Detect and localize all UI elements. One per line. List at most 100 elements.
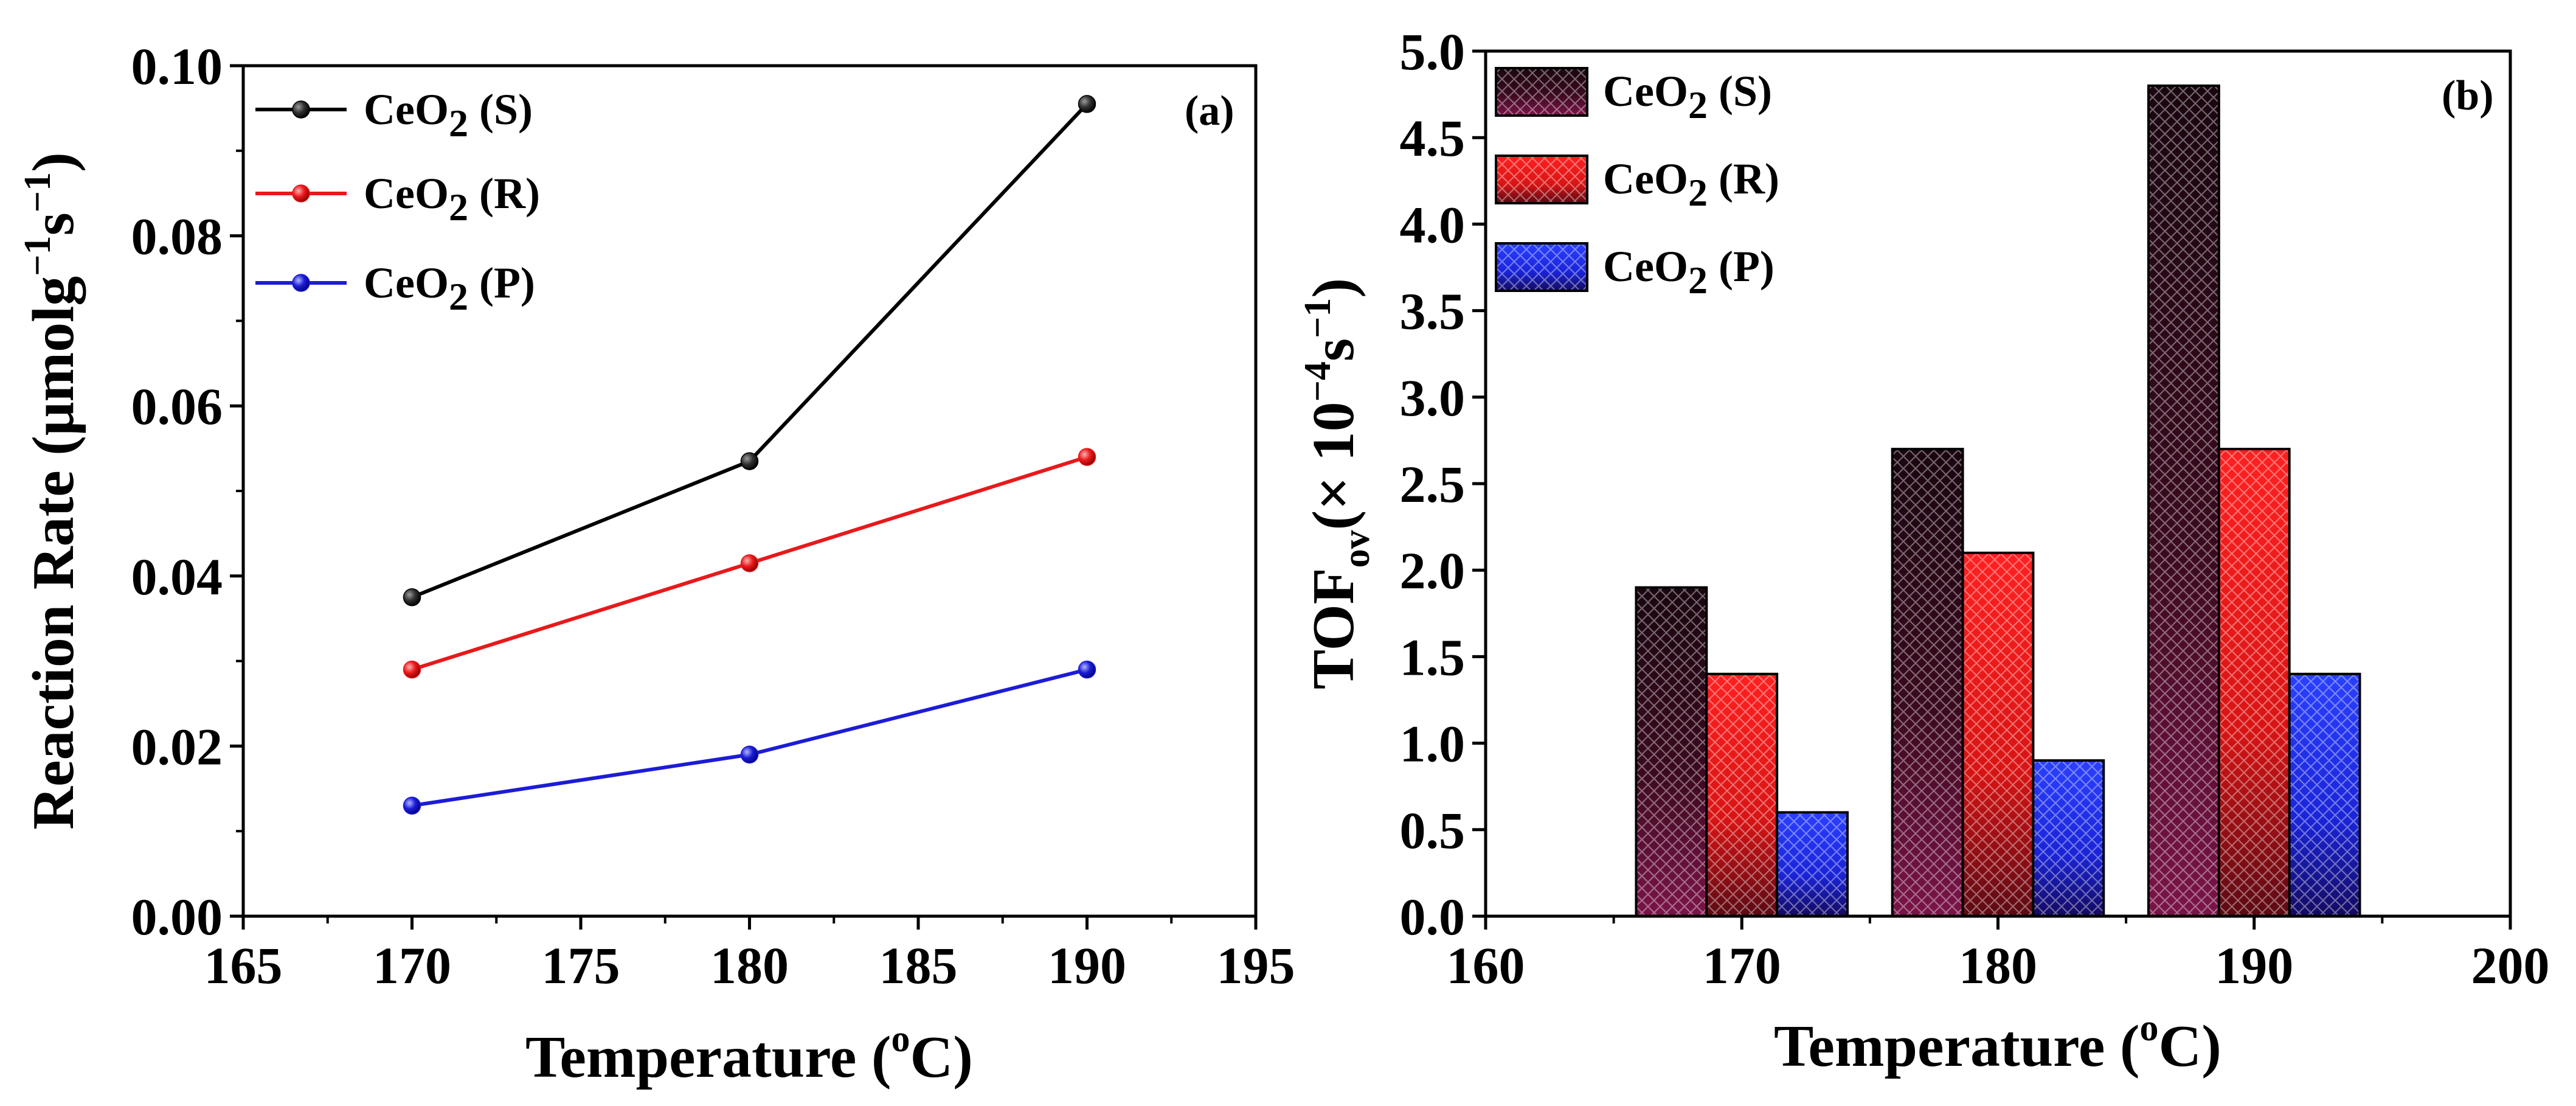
x-tick-label-a: 175 [542, 936, 620, 995]
legend-label-subscript: 2 [449, 275, 468, 318]
bar-180-1 [1961, 551, 2035, 917]
y-axis-title-a: Reaction Rate (μmolg−1s−1) [17, 152, 86, 830]
panel-label-b: (b) [2442, 72, 2494, 119]
legend-marker [292, 100, 310, 119]
y-axis-ticks-a: 0.00 0.02 0.04 0.06 0.08 0.10 [131, 37, 243, 946]
legend-label-subscript: 2 [449, 186, 468, 229]
legend-label-suffix: (S) [468, 85, 533, 134]
legend-entry-b-2: CeO2 (P) [1603, 242, 1774, 302]
x-tick-label-b: 200 [2471, 936, 2550, 995]
legend-label-suffix: (R) [468, 169, 540, 218]
legend-swatch [1495, 67, 1588, 117]
y-axis-ticks-b: 0.0 0.5 1.0 1.5 2.0 2.5 3.0 3.5 4.0 4.5 5.0 [1400, 23, 1486, 946]
bar-hatch [1705, 672, 1779, 917]
data-point-1-2 [1078, 448, 1096, 466]
x-tick-label-a: 190 [1048, 936, 1126, 995]
legend-entry-b-0: CeO2 (S) [1603, 67, 1772, 127]
y-tick-label-a: 0.10 [131, 37, 223, 96]
bar-180-2 [2032, 759, 2105, 918]
legend-label-main: CeO [1603, 67, 1688, 116]
y-tick-label-b: 0.5 [1400, 801, 1466, 860]
x-tick-label-b: 190 [2215, 936, 2293, 995]
y-tick-label-b: 2.5 [1400, 455, 1466, 513]
line-series-2 [412, 667, 1088, 808]
panel-label-a: (a) [1185, 88, 1234, 134]
x-tick-label-b: 170 [1703, 936, 1781, 995]
x-tick-label-b: 160 [1447, 936, 1525, 995]
legend-swatch-hatch [1495, 242, 1588, 292]
y-tick-label-a: 0.04 [131, 548, 223, 606]
y-tick-label-b: 1.5 [1400, 628, 1466, 686]
legend-entry-b-1: CeO2 (R) [1603, 155, 1779, 214]
legend-label-subscript: 2 [1688, 83, 1708, 127]
data-point-0-1 [740, 452, 759, 470]
legend-marker [292, 274, 310, 292]
legend-label-suffix: (R) [1708, 155, 1779, 203]
bar-180-0 [1891, 448, 1964, 917]
bar-170-1 [1705, 672, 1779, 917]
legend-a: CeO2 (S)CeO2 (R)CeO2 (P) [255, 85, 540, 318]
x-tick-label-a: 180 [710, 936, 789, 995]
x-tick-label-a: 185 [879, 936, 958, 995]
bar-190-0 [2147, 84, 2220, 917]
legend-entry-a-0: CeO2 (S) [364, 85, 533, 145]
bar-group [1635, 84, 2361, 918]
x-tick-label-b: 180 [1959, 936, 2037, 995]
legend-label-subscript: 2 [1688, 259, 1708, 302]
y-tick-label-b: 0.0 [1400, 888, 1466, 946]
y-tick-label-a: 0.02 [131, 717, 223, 776]
legend-label-main: CeO [364, 169, 449, 218]
y-tick-label-a: 0.08 [131, 207, 223, 266]
bar-hatch [2147, 84, 2220, 917]
bar-hatch [2217, 448, 2291, 917]
y-tick-label-a: 0.00 [131, 888, 223, 946]
bar-170-0 [1635, 586, 1708, 917]
legend-label-subscript: 2 [1688, 171, 1708, 214]
legend-label-main: CeO [364, 85, 449, 134]
x-tick-label-a: 165 [204, 936, 283, 995]
y-tick-label-b: 4.0 [1400, 195, 1466, 254]
data-point-2-1 [740, 745, 759, 764]
legend-label-suffix: (S) [1708, 67, 1772, 116]
legend-entry-a-2: CeO2 (P) [364, 259, 535, 318]
legend-swatch-hatch [1495, 67, 1588, 117]
y-axis-title-b: TOFov(× 10−4s−1) [1297, 278, 1377, 689]
bar-170-2 [1776, 811, 1849, 917]
bar-hatch [2288, 672, 2361, 917]
bar-hatch [1891, 448, 1964, 917]
y-tick-label-b: 2.0 [1400, 541, 1466, 600]
bar-chart-panel-b: 160 170 180 190 200 0.0 0.5 1.0 1.5 2.0 2.5 3.0 3.5… [1297, 23, 2550, 1079]
y-tick-label-b: 3.0 [1400, 369, 1466, 427]
x-axis-title-b: Temperature (oC) [1774, 1007, 2221, 1079]
legend-label-main: CeO [1603, 242, 1688, 291]
y-tick-label-a: 0.06 [131, 377, 223, 436]
data-point-1-1 [740, 554, 759, 572]
bar-190-2 [2288, 672, 2361, 917]
legend-label-subscript: 2 [449, 102, 468, 145]
legend-swatch [1495, 155, 1588, 204]
legend-b: CeO2 (S)CeO2 (R)CeO2 (P) [1495, 67, 1779, 302]
x-axis-title-a: Temperature (oC) [525, 1018, 973, 1090]
line-chart-panel-a: 165 170 175 180 185 190 195 0.000.020.040.060.… [17, 37, 1295, 1090]
data-point-2-2 [1078, 660, 1096, 679]
x-tick-label-a: 170 [373, 936, 451, 995]
bar-hatch [1961, 551, 2035, 917]
data-point-0-0 [403, 588, 421, 607]
x-axis-ticks-a: 165 170 175 180 185 190 195 [204, 916, 1295, 995]
legend-label-main: CeO [1603, 155, 1688, 203]
data-point-0-2 [1078, 95, 1096, 113]
legend-label-main: CeO [364, 259, 449, 307]
y-tick-label-b: 4.5 [1400, 109, 1466, 167]
x-axis-ticks-b: 160 170 180 190 200 [1447, 916, 2550, 995]
line-series-group [403, 95, 1096, 815]
y-tick-label-b: 1.0 [1400, 715, 1466, 773]
legend-marker [292, 184, 310, 203]
legend-swatch [1495, 242, 1588, 292]
bar-hatch [1776, 811, 1849, 917]
legend-swatch-hatch [1495, 155, 1588, 204]
bar-hatch [2032, 759, 2105, 918]
legend-label-suffix: (P) [1708, 242, 1774, 291]
legend-label-suffix: (P) [468, 259, 535, 307]
legend-entry-a-1: CeO2 (R) [364, 169, 540, 229]
y-tick-label-b: 5.0 [1400, 23, 1466, 81]
